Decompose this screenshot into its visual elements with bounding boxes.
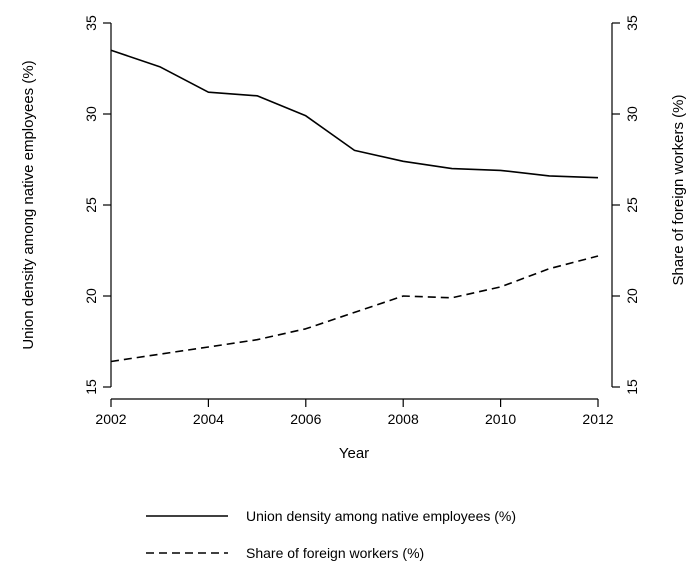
left-y-tick-label: 25: [83, 197, 99, 213]
x-tick-label: 2008: [388, 411, 419, 427]
x-tick-label: 2006: [290, 411, 321, 427]
series-line-foreign-workers: [110, 255, 599, 363]
left-y-axis-title: Union density among native employees (%): [20, 60, 37, 349]
x-tick-label: 2002: [95, 411, 126, 427]
right-y-tick-label: 20: [624, 288, 640, 304]
x-tick-label: 2004: [193, 411, 224, 427]
left-y-tick-label: 20: [83, 288, 99, 304]
axes: [110, 23, 613, 400]
right-y-tick-label: 30: [624, 106, 640, 122]
series-layer: [110, 49, 599, 363]
legend-label-union-density: Union density among native employees (%): [246, 508, 516, 524]
series-line-union-density: [110, 49, 599, 179]
legend-label-foreign-workers: Share of foreign workers (%): [246, 545, 424, 561]
left-y-tick-label: 35: [83, 15, 99, 31]
x-tick-label: 2010: [485, 411, 516, 427]
ticks: 15 20 25 30 35 15 20 25 30 35 2002 2004 2006 2008 2010…: [83, 15, 640, 427]
right-y-axis-title: Share of foreign workers (%): [670, 95, 687, 286]
x-tick-label: 2012: [582, 411, 613, 427]
right-y-tick-label: 35: [624, 15, 640, 31]
left-y-tick-label: 30: [83, 106, 99, 122]
right-y-tick-label: 25: [624, 197, 640, 213]
left-y-tick-label: 15: [83, 379, 99, 395]
right-y-tick-label: 15: [624, 379, 640, 395]
legend: Union density among native employees (%)…: [146, 508, 516, 561]
x-axis-title: Year: [339, 445, 369, 462]
